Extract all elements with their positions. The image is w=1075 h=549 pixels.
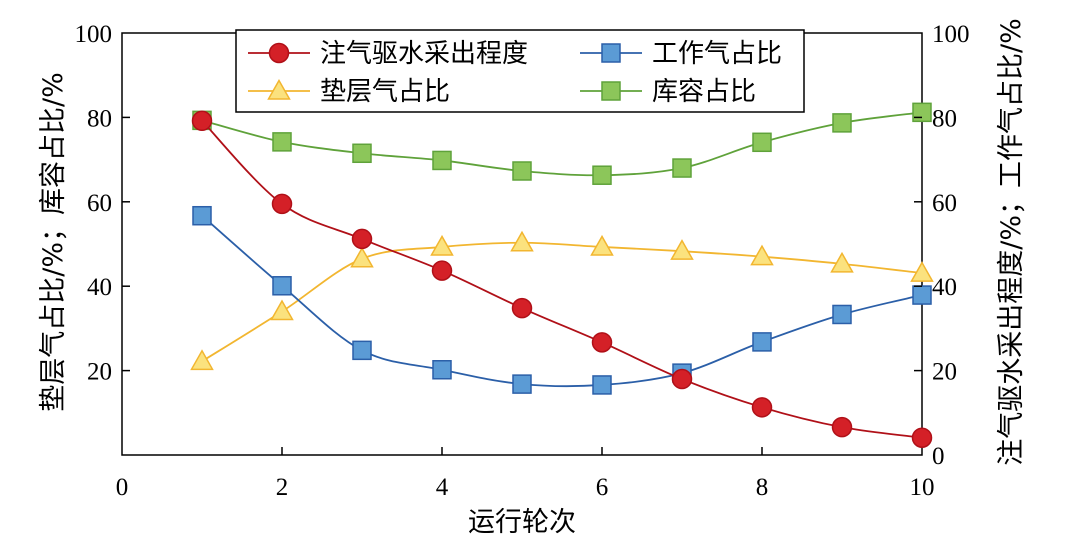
data-point-recovery	[271, 193, 293, 215]
legend-item-cushion-gas: 垫层气占比	[248, 77, 450, 107]
series-layer	[190, 102, 934, 448]
y-left-tick-label: 100	[75, 21, 113, 48]
legend-marker-working-gas	[601, 43, 621, 63]
data-point-cushion-gas	[190, 349, 214, 371]
legend-marker-shape	[267, 78, 291, 100]
y-left-tick-label: 60	[87, 190, 112, 217]
x-tick-label: 10	[910, 474, 935, 501]
legend-label-capacity: 库容占比	[652, 77, 756, 107]
legend-item-capacity: 库容占比	[580, 77, 756, 107]
data-point-capacity	[352, 143, 372, 164]
data-point-recovery	[591, 332, 613, 353]
data-point-cushion-gas	[350, 246, 374, 268]
legend-box	[235, 29, 805, 113]
data-point-capacity	[672, 158, 692, 178]
data-point-recovery	[191, 110, 213, 132]
series-line-recovery	[201, 120, 923, 439]
data-point-cushion-gas	[270, 299, 294, 321]
y-right-axis-title: 注气驱水采出程度/%；工作气占比/%	[996, 18, 1027, 466]
y-right-tick-label: 20	[932, 359, 957, 386]
data-point-recovery	[351, 228, 373, 250]
data-point-capacity	[592, 165, 612, 185]
x-axis-title: 运行轮次	[468, 507, 576, 538]
x-tick-label: 0	[116, 474, 129, 501]
data-point-recovery	[671, 368, 693, 390]
y-right-tick-label: 80	[932, 105, 957, 132]
data-point-cushion-gas	[510, 230, 534, 252]
x-tick-label: 2	[276, 474, 289, 501]
data-point-working-gas	[592, 375, 612, 395]
y-left-tick-label: 80	[87, 105, 112, 132]
legend-marker-capacity	[601, 81, 621, 101]
series-capacity	[192, 102, 932, 185]
data-point-recovery	[911, 427, 933, 448]
y-right-tick-label: 100	[932, 21, 970, 48]
ticks-layer: 0 2 4 6 8 10 20 40 60 80 100 0 20 40 60 80 100	[75, 21, 970, 501]
legend-marker-shape	[601, 43, 621, 63]
data-point-working-gas	[352, 340, 372, 361]
data-point-working-gas	[832, 304, 852, 325]
data-point-capacity	[752, 132, 772, 153]
series-cushion-gas	[190, 230, 934, 371]
legend-item-recovery: 注气驱水采出程度	[248, 39, 528, 69]
data-point-cushion-gas	[910, 261, 934, 282]
data-point-cushion-gas	[670, 239, 694, 260]
data-point-working-gas	[512, 374, 532, 394]
x-tick-label: 4	[436, 474, 449, 501]
y-left-tick-label: 40	[87, 274, 112, 301]
data-point-working-gas	[912, 285, 932, 305]
data-point-working-gas	[752, 332, 772, 352]
y-left-tick-label: 20	[87, 359, 112, 386]
data-point-recovery	[751, 397, 773, 418]
data-point-cushion-gas	[430, 234, 454, 256]
legend-marker-cushion-gas	[267, 78, 291, 100]
y-right-tick-label: 0	[932, 443, 945, 470]
data-point-working-gas	[432, 360, 452, 380]
series-line-cushion-gas	[201, 241, 923, 363]
data-point-capacity	[432, 150, 452, 171]
legend-item-working-gas: 工作气占比	[580, 39, 782, 69]
data-point-cushion-gas	[830, 251, 854, 273]
data-point-capacity	[912, 102, 932, 123]
legend-label-recovery: 注气驱水采出程度	[320, 39, 528, 69]
data-point-recovery	[511, 297, 533, 319]
series-line-working-gas	[201, 215, 923, 388]
x-tick-label: 8	[756, 474, 769, 501]
y-right-tick-label: 40	[932, 274, 957, 301]
legend-label-working-gas: 工作气占比	[652, 39, 782, 69]
legend-marker-shape	[601, 81, 621, 101]
data-point-cushion-gas	[590, 234, 614, 256]
data-point-capacity	[512, 161, 532, 181]
data-point-recovery	[831, 416, 853, 438]
x-tick-label: 6	[596, 474, 609, 501]
y-left-axis-title: 垫层气占比/%；库容占比/%	[38, 72, 69, 412]
data-point-working-gas	[272, 276, 292, 296]
legend-label-cushion-gas: 垫层气占比	[320, 77, 450, 107]
data-point-cushion-gas	[750, 244, 774, 266]
y-right-tick-label: 60	[932, 190, 957, 217]
series-working-gas	[192, 205, 932, 395]
data-point-capacity	[272, 132, 292, 152]
data-point-recovery	[431, 260, 453, 281]
data-point-working-gas	[192, 205, 212, 226]
legend-marker-shape	[268, 42, 290, 64]
legend: 注气驱水采出程度 工作气占比 垫层气占比 库容占比	[235, 29, 805, 113]
data-point-capacity	[832, 113, 852, 133]
series-line-capacity	[201, 111, 923, 177]
legend-marker-recovery	[268, 42, 290, 64]
series-recovery	[191, 110, 933, 448]
